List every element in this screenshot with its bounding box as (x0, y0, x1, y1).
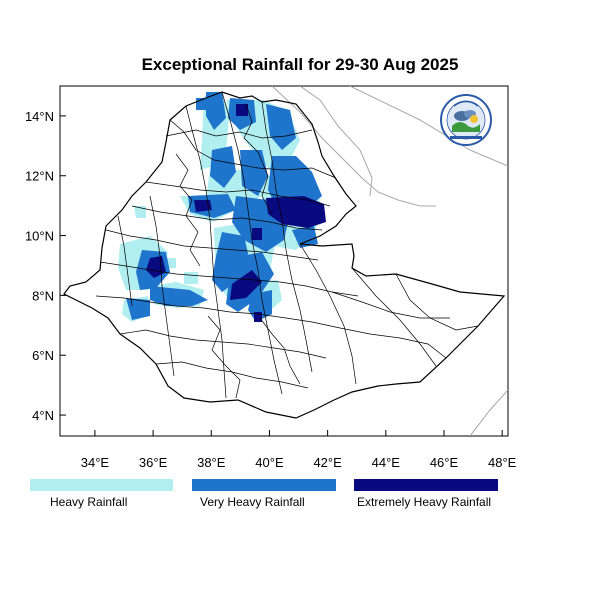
rain-area-extreme (230, 270, 262, 300)
x-tick-label: 36°E (139, 455, 168, 470)
y-tick-label: 12°N (25, 169, 54, 184)
y-tick-label: 8°N (32, 288, 54, 303)
rain-area-heavy (184, 272, 198, 284)
rain-area-very-heavy (150, 286, 208, 306)
x-axis-ticks: 34°E 36°E 38°E 40°E 42°E 44°E 46°E 48°E (81, 430, 517, 470)
y-axis-ticks: 4°N 6°N 8°N 10°N 12°N 14°N (25, 109, 66, 423)
rain-area-very-heavy (240, 150, 268, 196)
rain-area-extreme (252, 228, 262, 240)
x-tick-label: 40°E (255, 455, 284, 470)
map-title: Exceptional Rainfall for 29-30 Aug 2025 (141, 55, 459, 74)
rain-area-extreme (266, 196, 326, 228)
x-tick-label: 38°E (197, 455, 226, 470)
rain-area-heavy (134, 206, 146, 218)
rain-area-very-heavy (210, 146, 236, 188)
x-tick-label: 46°E (430, 455, 459, 470)
zone-boundaries (95, 91, 479, 399)
legend-swatch-heavy (30, 479, 173, 491)
legend-label-extreme: Extremely Heavy Rainfall (357, 495, 492, 509)
rain-area-very-heavy (292, 226, 318, 248)
y-tick-label: 14°N (25, 109, 54, 124)
x-tick-label: 34°E (81, 455, 110, 470)
rain-area-very-heavy (266, 104, 296, 150)
legend-swatch-extreme (354, 479, 498, 491)
rain-area-very-heavy (212, 232, 250, 292)
rainfall-layer (118, 92, 326, 322)
legend-swatch-very-heavy (192, 479, 336, 491)
x-tick-label: 48°E (488, 455, 517, 470)
rain-area-extreme (236, 104, 248, 116)
y-tick-label: 10°N (25, 229, 54, 244)
ema-logo-icon (440, 94, 492, 146)
y-tick-label: 6°N (32, 348, 54, 363)
x-tick-label: 42°E (313, 455, 342, 470)
legend-label-very-heavy: Very Heavy Rainfall (200, 495, 305, 509)
legend-label-heavy: Heavy Rainfall (50, 495, 128, 509)
rain-area-very-heavy (206, 92, 226, 130)
country-outline (63, 91, 506, 419)
y-tick-label: 4°N (32, 408, 54, 423)
x-tick-label: 44°E (372, 455, 401, 470)
rain-area-extreme (194, 200, 212, 212)
